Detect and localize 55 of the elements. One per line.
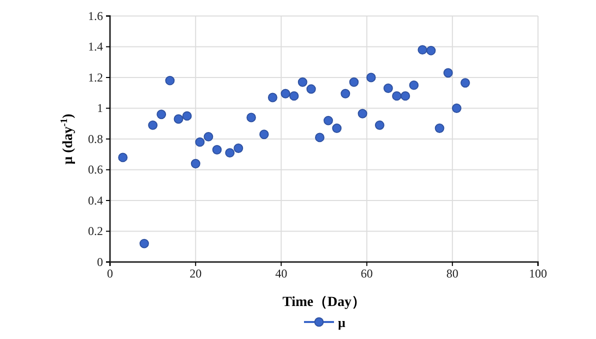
point xyxy=(298,77,308,87)
point xyxy=(195,137,205,147)
point xyxy=(182,111,192,121)
x-axis-title: Time（Day） xyxy=(282,295,366,310)
point xyxy=(148,120,158,130)
x-tick-label: 60 xyxy=(360,266,373,281)
point xyxy=(156,110,166,120)
point xyxy=(190,158,200,168)
point xyxy=(118,152,128,162)
x-tick-label: 40 xyxy=(275,266,288,281)
x-tick-label: 100 xyxy=(529,266,547,281)
y-tick-label: 0.8 xyxy=(88,132,103,146)
y-tick-label: 1 xyxy=(97,101,103,116)
x-tick-label: 20 xyxy=(190,266,202,281)
legend-label: μ xyxy=(338,315,346,330)
point xyxy=(204,132,214,142)
point xyxy=(426,46,436,56)
point xyxy=(315,132,324,142)
y-tick-label: 1.4 xyxy=(88,40,103,54)
point xyxy=(234,144,244,153)
point xyxy=(383,84,393,93)
point xyxy=(340,88,350,98)
y-tick-label: 1.6 xyxy=(88,8,103,23)
point xyxy=(165,76,175,86)
point xyxy=(212,145,222,154)
y-tick-label: 1.2 xyxy=(88,70,103,84)
point xyxy=(409,80,419,90)
y-tick-label: 0.6 xyxy=(88,162,103,177)
y-tick-label: 0.4 xyxy=(88,193,103,208)
x-tick-label: 0 xyxy=(107,266,113,281)
point xyxy=(280,88,290,98)
point xyxy=(400,91,410,101)
point xyxy=(268,92,278,102)
point xyxy=(374,120,384,130)
point xyxy=(460,78,470,88)
point xyxy=(140,238,149,248)
point xyxy=(358,108,368,118)
point xyxy=(324,116,333,126)
point xyxy=(259,130,269,140)
point xyxy=(452,104,462,113)
point xyxy=(349,77,359,87)
point xyxy=(434,124,444,133)
point xyxy=(174,114,184,124)
point xyxy=(289,91,299,101)
point xyxy=(306,84,316,94)
point xyxy=(392,91,402,101)
point xyxy=(332,124,342,133)
point xyxy=(366,72,376,82)
point xyxy=(418,45,428,55)
x-tick-label: 80 xyxy=(446,266,458,281)
y-tick-label: 0.2 xyxy=(88,224,103,238)
point xyxy=(225,148,235,158)
point xyxy=(443,68,453,78)
point xyxy=(246,112,256,122)
y-tick-label: 0 xyxy=(97,254,103,269)
